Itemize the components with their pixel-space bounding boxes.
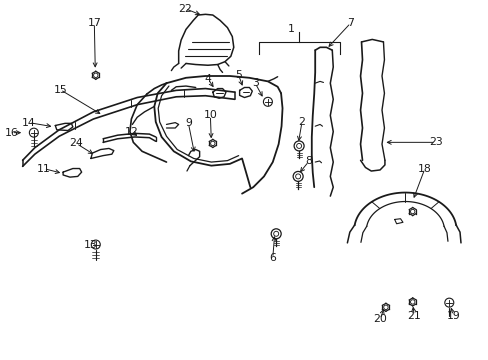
Text: 8: 8 [305, 156, 312, 166]
Text: 16: 16 [4, 128, 18, 138]
Text: 23: 23 [428, 138, 442, 147]
Text: 7: 7 [346, 18, 353, 28]
Text: 15: 15 [53, 85, 67, 95]
Text: 1: 1 [287, 24, 294, 34]
Text: 24: 24 [69, 139, 83, 148]
Text: 18: 18 [417, 163, 431, 174]
Text: 20: 20 [372, 314, 386, 324]
Text: 10: 10 [203, 111, 217, 121]
Text: 9: 9 [184, 118, 191, 128]
Text: 3: 3 [251, 78, 258, 88]
Text: 14: 14 [22, 118, 36, 128]
Text: 12: 12 [124, 127, 138, 136]
Text: 13: 13 [84, 239, 98, 249]
Text: 21: 21 [407, 311, 420, 320]
Text: 6: 6 [269, 253, 276, 263]
Text: 19: 19 [446, 311, 459, 320]
Text: 17: 17 [87, 18, 101, 28]
Text: 11: 11 [37, 163, 50, 174]
Text: 22: 22 [178, 4, 191, 14]
Text: 4: 4 [204, 74, 211, 84]
Text: 5: 5 [235, 70, 242, 80]
Text: 2: 2 [298, 117, 305, 127]
